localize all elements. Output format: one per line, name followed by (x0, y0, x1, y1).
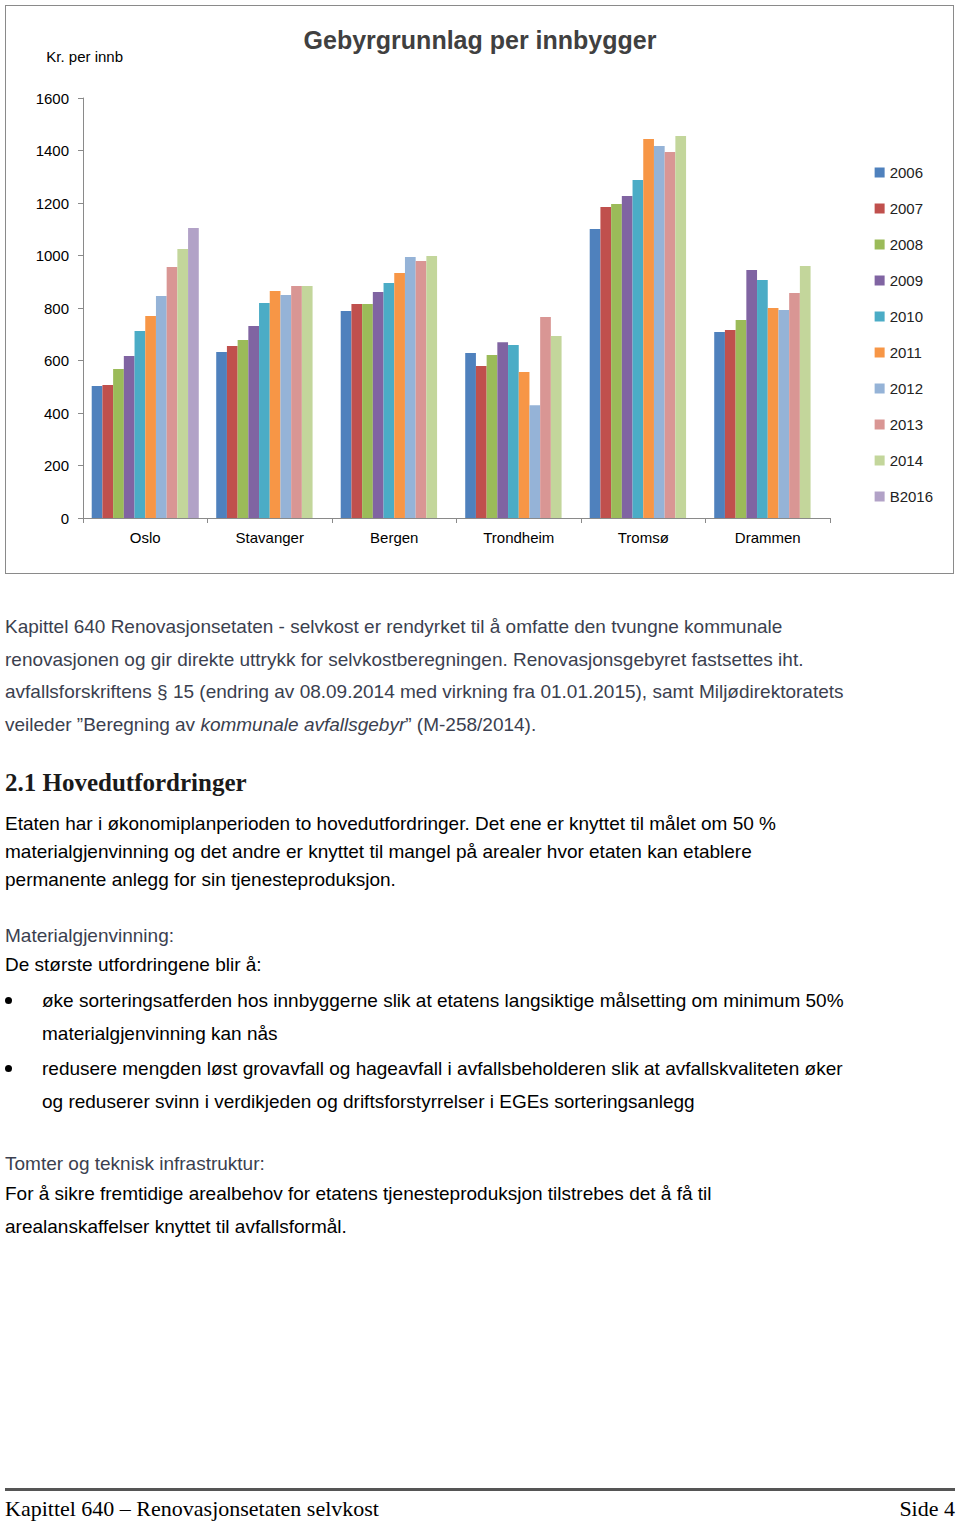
html-text:øke sorteringsatferden hos inn: øke sorteringsatferden hos innbyggerne s… (42, 990, 844, 1011)
html-text:redusere mengden løst grovavfa: redusere mengden løst grovavfall og hage… (42, 1058, 843, 1079)
svg-text:200: 200 (44, 457, 69, 474)
html-text:De største utfordringene blir: De største utfordringene blir å: (5, 954, 262, 975)
html-text:Tomter og teknisk infrastruktu: Tomter og teknisk infrastruktur: (5, 1153, 265, 1174)
svg-text:Kr. per innb: Kr. per innb (46, 48, 123, 65)
html-text:Kapittel 640 – Renovasjonsetat: Kapittel 640 – Renovasjonsetaten selvkos… (5, 1496, 379, 1521)
svg-text:Oslo: Oslo (130, 529, 161, 546)
html-text:materialgjenvinning og det and: materialgjenvinning og det andre er knyt… (5, 841, 752, 862)
svg-text:B2016: B2016 (890, 488, 933, 505)
svg-text:2007: 2007 (890, 200, 923, 217)
html-text:avfallsforskriftens § 15 (endr: avfallsforskriftens § 15 (endring av 08.… (5, 681, 844, 702)
svg-text:2008: 2008 (890, 236, 923, 253)
svg-text:1600: 1600 (36, 90, 69, 107)
svg-text:2009: 2009 (890, 272, 923, 289)
html-text:For å sikre fremtidige arealbe: For å sikre fremtidige arealbehov for et… (5, 1183, 712, 1204)
html-text:og reduserer svinn i verdikjed: og reduserer svinn i verdikjeden og drif… (42, 1091, 695, 1112)
svg-text:400: 400 (44, 405, 69, 422)
svg-text:Bergen: Bergen (370, 529, 418, 546)
svg-text:Tromsø: Tromsø (618, 529, 669, 546)
html-text:permanente anlegg for sin tjen: permanente anlegg for sin tjenesteproduk… (5, 869, 396, 890)
html-text:veileder ”Beregning av kommuna: veileder ”Beregning av kommunale avfalls… (5, 713, 537, 735)
html-text:arealanskaffelser knyttet til: arealanskaffelser knyttet til avfallsfor… (5, 1215, 347, 1237)
svg-text:1000: 1000 (36, 247, 69, 264)
html-text:Side 4: Side 4 (899, 1496, 955, 1521)
html-text:Kapittel 640 Renovasjonsetaten: Kapittel 640 Renovasjonsetaten - selvkos… (5, 616, 783, 637)
svg-text:600: 600 (44, 352, 69, 369)
svg-text:2011: 2011 (890, 344, 922, 361)
svg-text:Stavanger: Stavanger (236, 529, 304, 546)
svg-text:Gebyrgrunnlag per innbygger: Gebyrgrunnlag per innbygger (304, 26, 657, 54)
html-text:2.1 Hovedutfordringer: 2.1 Hovedutfordringer (5, 769, 247, 796)
html-text:Etaten har i økonomiplanperiod: Etaten har i økonomiplanperioden to hove… (5, 813, 776, 834)
html-text:renovasjonen og gir direkte ut: renovasjonen og gir direkte uttrykk for … (5, 648, 804, 670)
svg-text:800: 800 (44, 300, 69, 317)
svg-text:2012: 2012 (890, 380, 923, 397)
svg-text:2014: 2014 (890, 452, 923, 469)
html-text:Materialgjenvinning:: Materialgjenvinning: (5, 925, 174, 946)
svg-text:2006: 2006 (890, 164, 923, 181)
svg-text:1200: 1200 (36, 195, 69, 212)
svg-text:2013: 2013 (890, 416, 923, 433)
svg-text:1400: 1400 (36, 142, 69, 159)
svg-text:Trondheim: Trondheim (483, 529, 554, 546)
svg-text:0: 0 (61, 510, 69, 527)
html-text:materialgjenvinning kan nås: materialgjenvinning kan nås (42, 1023, 278, 1044)
svg-text:2010: 2010 (890, 308, 923, 325)
svg-text:Drammen: Drammen (735, 529, 801, 546)
